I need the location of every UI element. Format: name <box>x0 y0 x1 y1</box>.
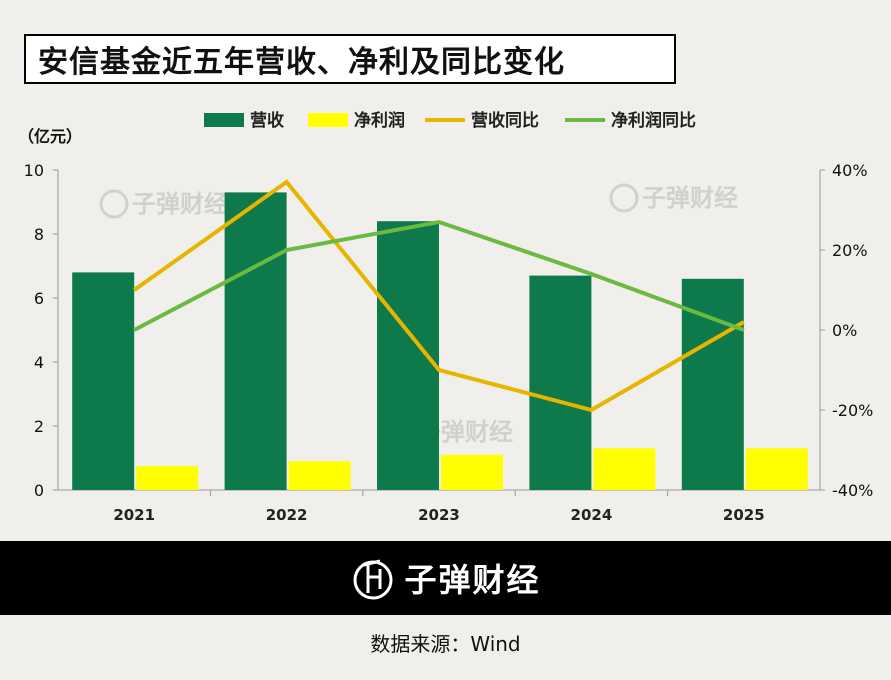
watermark-logo-icon <box>609 183 639 213</box>
bar-revenue <box>72 272 135 490</box>
bar-net-profit <box>441 454 503 490</box>
right-tick-label: 0% <box>832 321 857 340</box>
line-revenue-yoy <box>133 179 745 413</box>
legend-item: 营收同比 <box>425 110 539 131</box>
x-tick-label: 2023 <box>418 506 460 524</box>
bar-revenue <box>224 192 287 490</box>
footer-brand-text: 子弹财经 <box>404 561 541 599</box>
watermark-text: 子弹财经 <box>132 190 228 218</box>
brand-logo-icon <box>353 559 393 600</box>
watermark-logo-icon <box>99 189 129 219</box>
legend-label: 净利润同比 <box>611 110 696 131</box>
footer-band: 子弹财经 <box>0 541 891 615</box>
legend-label: 营收同比 <box>471 110 539 131</box>
left-tick-label: 2 <box>34 417 44 436</box>
legend-label: 营收 <box>250 110 284 131</box>
unit-label: （亿元） <box>18 127 82 146</box>
legend-item: 营收 <box>204 110 284 131</box>
watermark-text: 子弹财经 <box>642 184 738 212</box>
bar-net-profit <box>288 461 351 490</box>
lines <box>133 179 745 413</box>
footer-brand: 子弹财经 <box>350 555 540 601</box>
x-tick-label: 2025 <box>723 506 765 524</box>
legend-label: 净利润 <box>354 110 405 131</box>
watermark: 子弹财经 <box>99 189 228 219</box>
x-tick-label: 2024 <box>571 506 613 524</box>
legend-item: 净利润 <box>308 110 405 131</box>
right-tick-label: 40% <box>832 161 868 180</box>
x-tick-label: 2022 <box>266 506 308 524</box>
right-tick-label: -40% <box>832 481 873 500</box>
bar-net-profit <box>136 466 199 490</box>
left-tick-label: 0 <box>34 481 44 500</box>
left-tick-label: 8 <box>34 225 44 244</box>
bars <box>72 192 808 490</box>
legend: 营收 净利润 营收同比 净利润同比 <box>204 110 696 131</box>
legend-item: 净利润同比 <box>565 110 696 131</box>
title-box: 安信基金近五年营收、净利及同比变化 <box>24 34 676 84</box>
watermark: 子弹财经 <box>609 183 738 213</box>
left-tick-label: 6 <box>34 289 44 308</box>
left-tick-label: 10 <box>24 161 44 180</box>
x-tick-label: 2021 <box>113 506 155 524</box>
right-tick-label: 20% <box>832 241 868 260</box>
legend-swatch <box>204 113 244 127</box>
right-tick-label: -20% <box>832 401 873 420</box>
source-note: 数据来源：Wind <box>370 632 521 656</box>
bar-revenue <box>529 275 592 490</box>
line-net-profit-yoy <box>133 219 745 332</box>
bar-net-profit <box>593 448 656 490</box>
chart-title: 安信基金近五年营收、净利及同比变化 <box>38 45 565 80</box>
bar-net-profit <box>745 448 808 490</box>
bar-revenue <box>681 278 744 490</box>
left-tick-label: 4 <box>34 353 44 372</box>
legend-swatch <box>308 113 348 127</box>
